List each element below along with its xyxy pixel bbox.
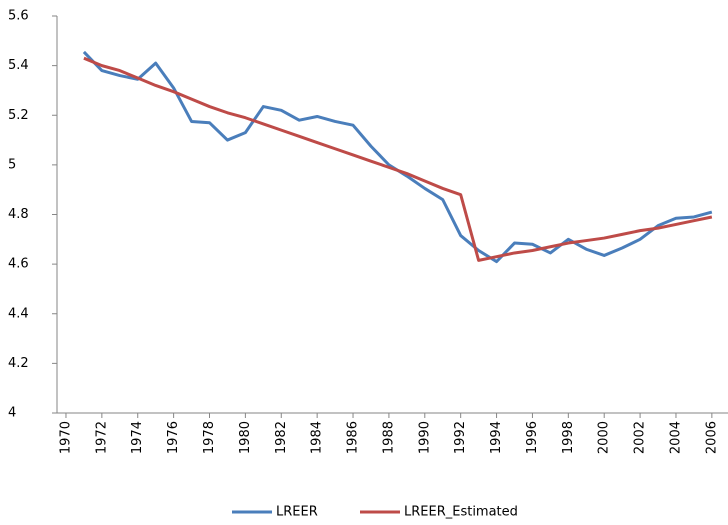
y-tick-label: 4.8 [8,207,29,222]
x-tick-label: 1976 [166,421,181,454]
x-tick-label: 1982 [274,421,289,454]
series-line [82,50,713,264]
x-tick-label: 1974 [130,421,145,454]
legend-label: LREER [276,505,318,520]
y-tick-label: 5 [8,157,16,172]
y-tick-label: 5.6 [8,9,29,24]
x-tick-label: 1994 [489,421,504,454]
x-tick-label: 1984 [310,421,325,454]
y-tick-label: 5.2 [8,108,29,123]
y-tick-label: 5.4 [8,58,29,73]
x-tick-label: 1980 [238,421,253,454]
x-tick-label: 2002 [633,421,648,454]
x-tick-label: 1972 [94,421,109,454]
x-tick-label: 1992 [453,421,468,454]
y-tick-label: 4.2 [8,356,29,371]
y-tick-label: 4 [8,406,16,421]
x-tick-label: 1986 [346,421,361,454]
x-tick-label: 1996 [525,421,540,454]
legend-label: LREER_Estimated [404,505,518,520]
x-tick-label: 2006 [704,421,719,454]
x-tick-label: 2000 [597,421,612,454]
x-tick-label: 1990 [417,421,432,454]
series-line [83,56,713,262]
y-tick-label: 4.6 [8,257,29,272]
x-tick-label: 2004 [668,421,683,454]
y-tick-label: 4.4 [8,306,29,321]
x-tick-label: 1988 [381,421,396,454]
x-tick-label: 1998 [561,421,576,454]
x-tick-label: 1978 [202,421,217,454]
x-tick-label: 1970 [58,421,73,454]
